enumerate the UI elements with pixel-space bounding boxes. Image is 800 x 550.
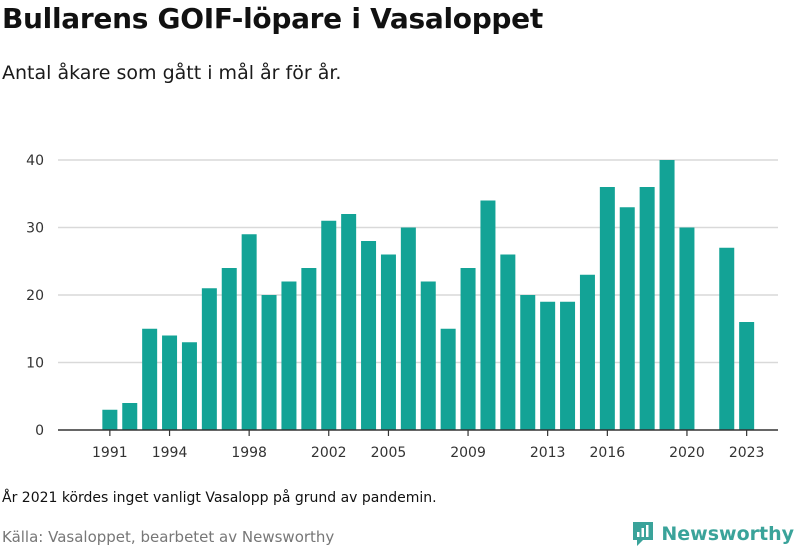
bar-2012 [520, 295, 536, 430]
bar-2006 [400, 227, 416, 430]
bar-2004 [361, 241, 377, 430]
x-tick-label: 2002 [311, 445, 347, 461]
chart-title: Bullarens GOIF-löpare i Vasaloppet [2, 2, 543, 35]
x-tick-label: 1991 [92, 445, 128, 461]
y-axis-labels: 0 10 20 30 40 [26, 153, 44, 439]
bar-2007 [420, 281, 436, 430]
bar-2018 [639, 187, 655, 430]
y-tick-label: 40 [26, 153, 44, 169]
bar-1995 [181, 342, 197, 430]
y-tick-label: 0 [35, 423, 44, 439]
bar-2013 [540, 301, 556, 430]
x-tick-label: 1994 [152, 445, 188, 461]
newsworthy-logo-icon [633, 522, 654, 546]
bars [102, 160, 755, 430]
bar-2010 [480, 200, 496, 430]
bar-chart: 0 10 20 30 40 1991 1994 1998 2002 2005 2009 2013 20… [26, 153, 778, 461]
bar-2019 [659, 160, 675, 430]
bar-2017 [619, 207, 635, 430]
x-tick-label: 2005 [371, 445, 407, 461]
y-tick-label: 30 [26, 221, 44, 237]
bar-2020 [679, 227, 695, 430]
bar-1991 [102, 409, 118, 430]
x-tick-label: 2023 [729, 445, 765, 461]
bar-1996 [201, 288, 217, 430]
bar-2000 [281, 281, 297, 430]
brand-name: Newsworthy [661, 523, 794, 545]
y-tick-label: 10 [26, 356, 44, 372]
bar-2009 [460, 268, 476, 430]
bar-2008 [440, 328, 456, 430]
bar-1997 [221, 268, 237, 430]
bar-1994 [162, 335, 178, 430]
x-tick-label: 2020 [669, 445, 705, 461]
chart-note: År 2021 kördes inget vanligt Vasalopp på… [2, 490, 437, 506]
bar-1992 [122, 403, 138, 430]
bar-2015 [579, 274, 595, 430]
bar-2011 [500, 254, 516, 430]
x-tick-label: 2009 [450, 445, 486, 461]
grid-lines [58, 159, 778, 364]
brand-logo: Newsworthy [631, 520, 794, 548]
bar-2022 [719, 247, 735, 430]
bar-2002 [321, 220, 337, 430]
y-tick-label: 20 [26, 288, 44, 304]
bar-1998 [241, 234, 257, 430]
chart-subtitle: Antal åkare som gått i mål år för år. [2, 62, 342, 84]
x-tick-label: 2016 [590, 445, 626, 461]
bar-2014 [560, 301, 576, 430]
bar-2023 [739, 322, 755, 430]
bar-1993 [142, 328, 158, 430]
x-axis-ticks: 1991 1994 1998 2002 2005 2009 2013 2016 2020 2023 [92, 430, 764, 461]
x-tick-label: 1998 [231, 445, 267, 461]
bar-2003 [341, 214, 357, 430]
bar-2016 [599, 187, 615, 430]
source-text: Källa: Vasaloppet, bearbetet av Newswort… [2, 528, 335, 546]
bar-2001 [301, 268, 317, 430]
bar-1999 [261, 295, 277, 430]
bar-2005 [380, 254, 396, 430]
x-tick-label: 2013 [530, 445, 566, 461]
